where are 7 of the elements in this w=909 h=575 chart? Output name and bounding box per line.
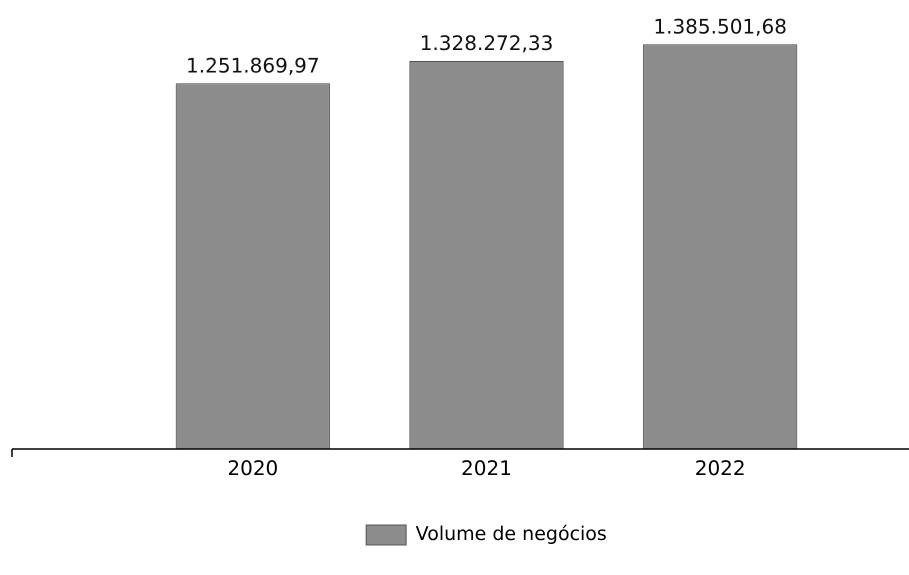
x-tick-label: 2022: [694, 456, 746, 480]
data-label: 1.385.501,68: [653, 14, 787, 38]
data-label: 1.251.869,97: [186, 53, 320, 78]
data-label: 1.328.272,33: [420, 31, 554, 56]
x-tick-label: 2021: [461, 456, 512, 480]
x-tick-label: 2020: [227, 456, 278, 480]
legend-label: Volume de negócios: [416, 522, 607, 545]
